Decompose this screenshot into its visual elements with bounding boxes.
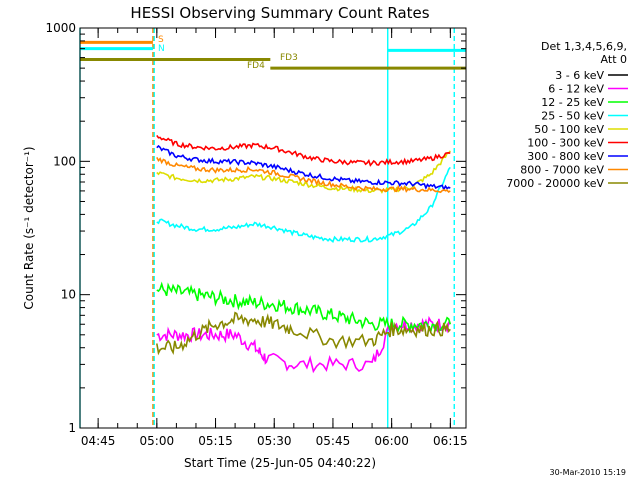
series-line-3 — [156, 166, 451, 244]
y-axis: 1 10 100 1000 — [45, 21, 466, 435]
x-axis-label: Start Time (25-Jun-05 04:40:22) — [184, 456, 376, 470]
legend-label-1: 6 - 12 keV — [548, 83, 604, 96]
series-line-7 — [156, 157, 451, 194]
y-tick-label: 100 — [53, 154, 76, 168]
y-tick-label: 1 — [68, 421, 76, 435]
annotation-n: N — [158, 44, 165, 54]
x-tick-label: 05:00 — [140, 434, 175, 448]
x-tick-label: 04:45 — [81, 434, 116, 448]
plot-frame — [79, 27, 467, 429]
x-tick-label: 05:45 — [316, 434, 351, 448]
legend-label-8: 7000 - 20000 keV — [506, 177, 604, 190]
series-line-6 — [156, 144, 451, 192]
y-tick-label: 1000 — [45, 21, 76, 35]
chart-title: HESSI Observing Summary Count Rates — [130, 4, 429, 22]
series-line-5 — [156, 134, 451, 167]
x-tick-label: 05:30 — [257, 434, 292, 448]
legend-title-1: Det 1,3,4,5,6,9, — [541, 40, 627, 53]
timestamp: 30-Mar-2010 15:19 — [550, 468, 627, 477]
annotation-fd4: FD4 — [247, 61, 265, 71]
legend-label-2: 12 - 25 keV — [541, 96, 604, 109]
plot-area: SN FD3 FD4 — [79, 27, 467, 429]
legend-label-0: 3 - 6 keV — [555, 69, 604, 82]
annotation-s: S — [158, 35, 164, 45]
legend-label-7: 800 - 7000 keV — [520, 164, 604, 177]
x-axis: 04:45 05:00 05:15 05:30 05:45 06:00 06:15 — [81, 28, 468, 448]
x-tick-label: 06:15 — [433, 434, 468, 448]
series-line-8 — [156, 311, 451, 356]
y-axis-label: Count Rate (s⁻¹ detector⁻¹) — [22, 146, 36, 309]
series-line-1 — [156, 315, 451, 374]
annotation-fd3: FD3 — [280, 53, 298, 63]
series-line-2 — [156, 281, 452, 334]
legend-label-4: 50 - 100 keV — [534, 123, 604, 136]
x-tick-label: 06:00 — [374, 434, 409, 448]
x-tick-label: 05:15 — [198, 434, 233, 448]
legend-label-3: 25 - 50 keV — [541, 110, 604, 123]
legend-title-2: Att 0 — [601, 53, 627, 66]
y-tick-label: 10 — [61, 288, 76, 302]
legend-label-5: 100 - 300 keV — [527, 137, 604, 150]
legend-label-6: 300 - 800 keV — [527, 150, 604, 163]
